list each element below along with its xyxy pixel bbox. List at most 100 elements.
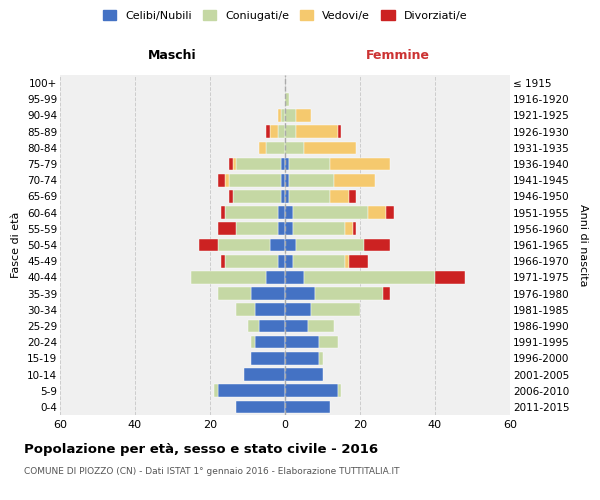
Bar bbox=[218, 238, 270, 252]
Text: Maschi: Maschi bbox=[148, 49, 197, 62]
Bar bbox=[236, 304, 255, 316]
Text: COMUNE DI PIOZZO (CN) - Dati ISTAT 1° gennaio 2016 - Elaborazione TUTTITALIA.IT: COMUNE DI PIOZZO (CN) - Dati ISTAT 1° ge… bbox=[24, 468, 400, 476]
Bar bbox=[229, 190, 233, 202]
Bar bbox=[364, 238, 390, 252]
Bar bbox=[281, 109, 285, 122]
Bar bbox=[330, 158, 390, 170]
Bar bbox=[214, 384, 218, 397]
Bar bbox=[218, 174, 225, 186]
Bar bbox=[233, 158, 236, 170]
Bar bbox=[330, 190, 349, 202]
Bar bbox=[349, 190, 356, 202]
Bar bbox=[266, 142, 285, 154]
Bar bbox=[285, 255, 293, 268]
Bar bbox=[277, 109, 281, 122]
Bar bbox=[191, 271, 266, 283]
Bar bbox=[293, 222, 345, 235]
Bar bbox=[270, 238, 285, 252]
Bar bbox=[285, 271, 304, 283]
Bar bbox=[285, 93, 289, 106]
Bar bbox=[311, 304, 360, 316]
Bar bbox=[281, 158, 285, 170]
Bar bbox=[229, 174, 281, 186]
Bar bbox=[259, 320, 285, 332]
Bar bbox=[285, 190, 289, 202]
Bar bbox=[225, 255, 277, 268]
Bar bbox=[277, 255, 285, 268]
Bar bbox=[285, 174, 289, 186]
Bar bbox=[233, 190, 281, 202]
Bar bbox=[285, 336, 319, 348]
Bar bbox=[229, 158, 233, 170]
Bar bbox=[304, 142, 356, 154]
Bar bbox=[345, 255, 349, 268]
Bar bbox=[304, 271, 435, 283]
Bar bbox=[285, 288, 315, 300]
Bar bbox=[285, 142, 304, 154]
Bar bbox=[248, 320, 259, 332]
Bar bbox=[289, 190, 330, 202]
Bar bbox=[255, 336, 285, 348]
Bar bbox=[334, 174, 375, 186]
Bar bbox=[236, 158, 281, 170]
Bar bbox=[251, 336, 255, 348]
Bar bbox=[244, 368, 285, 381]
Bar bbox=[236, 400, 285, 413]
Bar bbox=[259, 142, 266, 154]
Y-axis label: Fasce di età: Fasce di età bbox=[11, 212, 22, 278]
Bar bbox=[353, 222, 356, 235]
Bar bbox=[199, 238, 218, 252]
Bar bbox=[266, 126, 270, 138]
Bar bbox=[255, 304, 285, 316]
Bar bbox=[296, 109, 311, 122]
Legend: Celibi/Nubili, Coniugati/e, Vedovi/e, Divorziati/e: Celibi/Nubili, Coniugati/e, Vedovi/e, Di… bbox=[98, 6, 472, 25]
Bar bbox=[277, 222, 285, 235]
Bar bbox=[386, 206, 394, 219]
Bar bbox=[285, 238, 296, 252]
Bar bbox=[289, 158, 330, 170]
Bar bbox=[308, 320, 334, 332]
Text: Femmine: Femmine bbox=[365, 49, 430, 62]
Bar bbox=[277, 206, 285, 219]
Bar bbox=[285, 368, 323, 381]
Bar bbox=[221, 206, 225, 219]
Bar bbox=[218, 384, 285, 397]
Bar bbox=[319, 336, 337, 348]
Bar bbox=[296, 238, 364, 252]
Bar bbox=[285, 109, 296, 122]
Bar bbox=[218, 222, 236, 235]
Bar bbox=[281, 190, 285, 202]
Bar bbox=[296, 126, 337, 138]
Bar bbox=[285, 158, 289, 170]
Bar bbox=[281, 174, 285, 186]
Bar bbox=[251, 352, 285, 364]
Bar bbox=[435, 271, 465, 283]
Bar bbox=[285, 384, 337, 397]
Bar bbox=[225, 206, 277, 219]
Bar bbox=[285, 304, 311, 316]
Bar bbox=[277, 126, 285, 138]
Bar bbox=[285, 352, 319, 364]
Bar bbox=[285, 320, 308, 332]
Bar bbox=[319, 352, 323, 364]
Bar bbox=[218, 288, 251, 300]
Bar bbox=[270, 126, 277, 138]
Bar bbox=[337, 384, 341, 397]
Bar bbox=[285, 206, 293, 219]
Bar bbox=[293, 255, 345, 268]
Bar bbox=[367, 206, 386, 219]
Bar bbox=[285, 400, 330, 413]
Bar bbox=[225, 174, 229, 186]
Bar bbox=[383, 288, 390, 300]
Bar bbox=[221, 255, 225, 268]
Bar bbox=[345, 222, 353, 235]
Y-axis label: Anni di nascita: Anni di nascita bbox=[578, 204, 588, 286]
Bar bbox=[285, 126, 296, 138]
Bar bbox=[349, 255, 367, 268]
Bar bbox=[266, 271, 285, 283]
Text: Popolazione per età, sesso e stato civile - 2016: Popolazione per età, sesso e stato civil… bbox=[24, 442, 378, 456]
Bar bbox=[289, 174, 334, 186]
Bar bbox=[251, 288, 285, 300]
Bar bbox=[285, 222, 293, 235]
Bar bbox=[236, 222, 277, 235]
